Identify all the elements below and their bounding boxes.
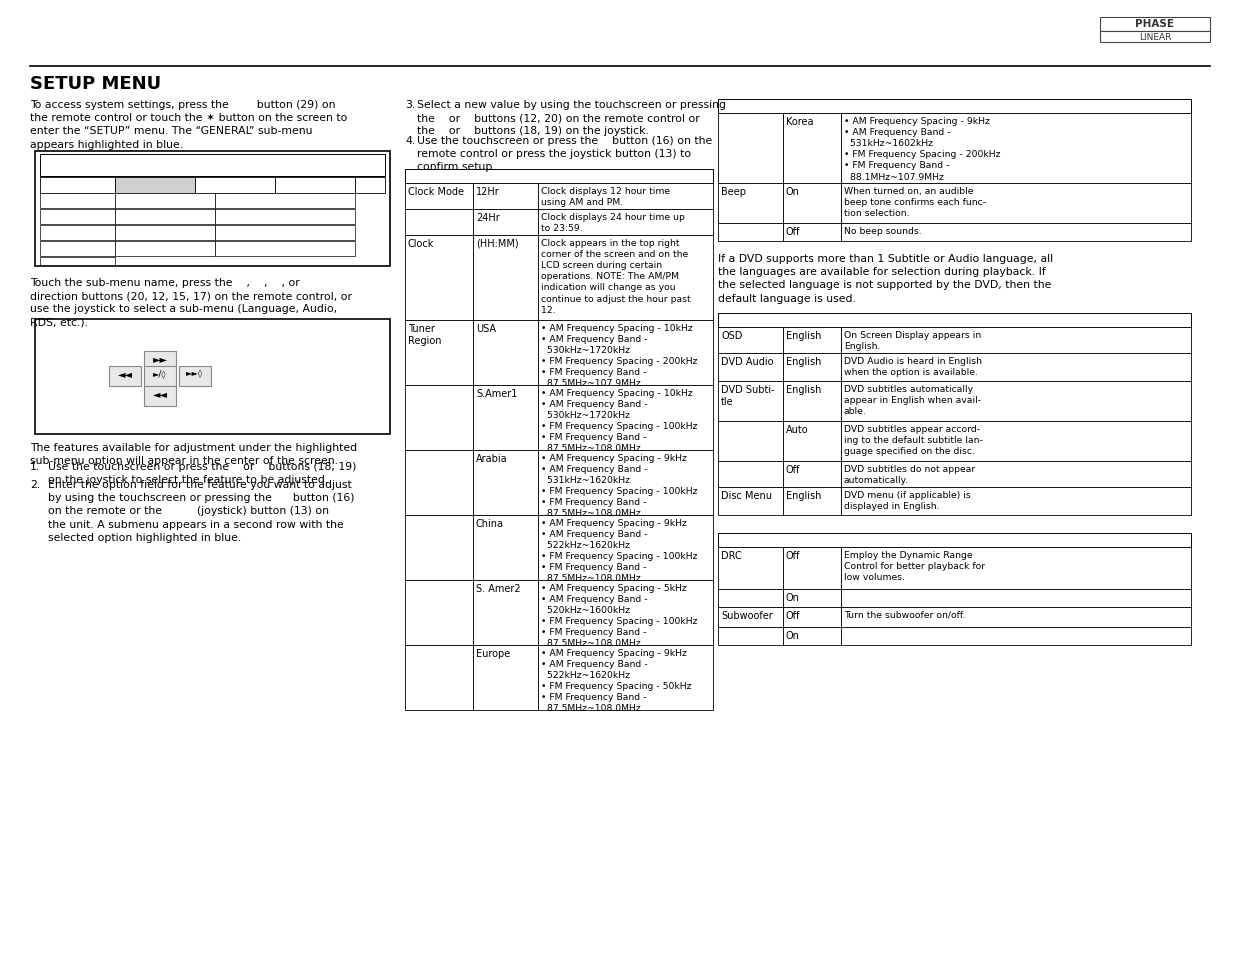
Bar xyxy=(718,534,1191,547)
Bar xyxy=(718,607,783,627)
Bar xyxy=(405,184,473,210)
Bar xyxy=(783,113,841,184)
Bar xyxy=(783,354,841,381)
Text: DVD subtitles appear accord-
ing to the default subtitle lan-
guage specified on: DVD subtitles appear accord- ing to the … xyxy=(844,424,983,456)
Text: DVD Audio is heard in English
when the option is available.: DVD Audio is heard in English when the o… xyxy=(844,356,982,376)
Text: Europe: Europe xyxy=(475,648,510,659)
Bar xyxy=(405,451,473,516)
Text: To access system settings, press the        button (29) on
the remote control or: To access system settings, press the but… xyxy=(30,100,347,150)
Bar xyxy=(1100,18,1210,32)
Bar xyxy=(473,645,538,710)
Bar xyxy=(354,178,385,193)
Bar xyxy=(215,226,354,241)
Bar xyxy=(841,113,1191,184)
Text: 4.: 4. xyxy=(405,136,415,146)
Bar xyxy=(144,367,177,387)
Text: Clock displays 24 hour time up
to 23:59.: Clock displays 24 hour time up to 23:59. xyxy=(541,213,685,233)
Text: Touch the sub-menu name, press the    ,    ,    , or
direction buttons (20, 12, : Touch the sub-menu name, press the , , ,… xyxy=(30,277,352,327)
Text: Tuner
Region: Tuner Region xyxy=(408,324,441,346)
Bar xyxy=(405,516,473,580)
Text: • AM Frequency Spacing - 9kHz
• AM Frequency Band -
  522kHz~1620kHz
• FM Freque: • AM Frequency Spacing - 9kHz • AM Frequ… xyxy=(541,648,692,713)
Bar xyxy=(718,421,783,461)
Text: Use the touchscreen or press the    or    buttons (18, 19)
on the joystick to se: Use the touchscreen or press the or butt… xyxy=(48,461,357,485)
Text: Employ the Dynamic Range
Control for better playback for
low volumes.: Employ the Dynamic Range Control for bet… xyxy=(844,551,986,581)
Text: ►/◊: ►/◊ xyxy=(153,369,167,377)
Text: Clock displays 12 hour time
using AM and PM.: Clock displays 12 hour time using AM and… xyxy=(541,187,671,207)
Text: ◄◄: ◄◄ xyxy=(152,389,168,398)
Text: • AM Frequency Spacing - 9kHz
• AM Frequency Band -
  531kHz~1602kHz
• FM Freque: • AM Frequency Spacing - 9kHz • AM Frequ… xyxy=(844,117,1000,181)
Bar xyxy=(473,184,538,210)
Text: Select a new value by using the touchscreen or pressing
the    or    buttons (12: Select a new value by using the touchscr… xyxy=(417,100,726,136)
Bar xyxy=(841,421,1191,461)
Text: The features available for adjustment under the highlighted
sub-menu option will: The features available for adjustment un… xyxy=(30,442,357,466)
Text: Disc Menu: Disc Menu xyxy=(721,491,772,500)
Bar xyxy=(783,461,841,488)
Text: OSD: OSD xyxy=(721,331,742,340)
Text: S.Amer1: S.Amer1 xyxy=(475,389,517,398)
Bar xyxy=(35,319,390,435)
Bar xyxy=(783,224,841,242)
Bar xyxy=(538,516,713,580)
Bar xyxy=(215,210,354,225)
Text: On Screen Display appears in
English.: On Screen Display appears in English. xyxy=(844,331,982,351)
Text: If a DVD supports more than 1 Subtitle or Audio language, all
the languages are : If a DVD supports more than 1 Subtitle o… xyxy=(718,253,1053,303)
Text: DRC: DRC xyxy=(721,551,742,560)
Text: Clock appears in the top right
corner of the screen and on the
LCD screen during: Clock appears in the top right corner of… xyxy=(541,239,690,314)
Circle shape xyxy=(279,375,284,379)
Bar xyxy=(841,607,1191,627)
Circle shape xyxy=(308,402,312,407)
Bar xyxy=(40,226,115,241)
Bar xyxy=(179,367,211,387)
Text: Arabia: Arabia xyxy=(475,454,508,463)
Bar xyxy=(538,235,713,320)
Bar xyxy=(718,328,783,354)
Text: Korea: Korea xyxy=(785,117,814,127)
Bar xyxy=(405,386,473,451)
Text: Subwoofer: Subwoofer xyxy=(721,610,773,620)
Bar xyxy=(538,210,713,235)
Text: On: On xyxy=(785,187,800,196)
Text: PHASE: PHASE xyxy=(1135,19,1174,29)
Bar xyxy=(473,320,538,386)
Bar xyxy=(718,184,783,224)
Bar xyxy=(718,113,783,184)
Bar xyxy=(841,488,1191,516)
Text: USA: USA xyxy=(475,324,496,334)
Bar xyxy=(40,154,385,177)
Bar xyxy=(718,224,783,242)
Bar xyxy=(718,589,783,607)
Bar xyxy=(538,386,713,451)
Bar xyxy=(405,645,473,710)
Bar xyxy=(215,242,354,256)
Bar xyxy=(783,328,841,354)
Text: DVD subtitles automatically
appear in English when avail-
able.: DVD subtitles automatically appear in En… xyxy=(844,385,981,416)
Bar xyxy=(40,178,115,193)
Text: 3.: 3. xyxy=(405,100,415,110)
Bar xyxy=(718,314,1191,328)
Bar xyxy=(538,320,713,386)
Bar xyxy=(783,381,841,421)
Bar xyxy=(1100,32,1210,43)
Text: 1.: 1. xyxy=(30,461,41,472)
Text: 24Hr: 24Hr xyxy=(475,213,500,223)
Text: Off: Off xyxy=(785,227,800,236)
Bar xyxy=(718,381,783,421)
Bar xyxy=(473,451,538,516)
Bar xyxy=(473,210,538,235)
Bar xyxy=(115,178,195,193)
Bar xyxy=(144,387,177,407)
Text: Turn the subwoofer on/off.: Turn the subwoofer on/off. xyxy=(844,610,966,619)
Text: • AM Frequency Spacing - 10kHz
• AM Frequency Band -
  530kHz~1720kHz
• FM Frequ: • AM Frequency Spacing - 10kHz • AM Freq… xyxy=(541,324,698,388)
Bar xyxy=(405,170,713,184)
Bar xyxy=(538,645,713,710)
Text: When turned on, an audible
beep tone confirms each func-
tion selection.: When turned on, an audible beep tone con… xyxy=(844,187,986,218)
Bar xyxy=(841,381,1191,421)
Bar xyxy=(115,210,215,225)
Text: Off: Off xyxy=(785,610,800,620)
Text: English: English xyxy=(785,385,821,395)
Bar xyxy=(405,320,473,386)
Text: On: On xyxy=(785,630,800,640)
Bar xyxy=(473,516,538,580)
Bar xyxy=(718,461,783,488)
Text: Clock: Clock xyxy=(408,239,435,249)
